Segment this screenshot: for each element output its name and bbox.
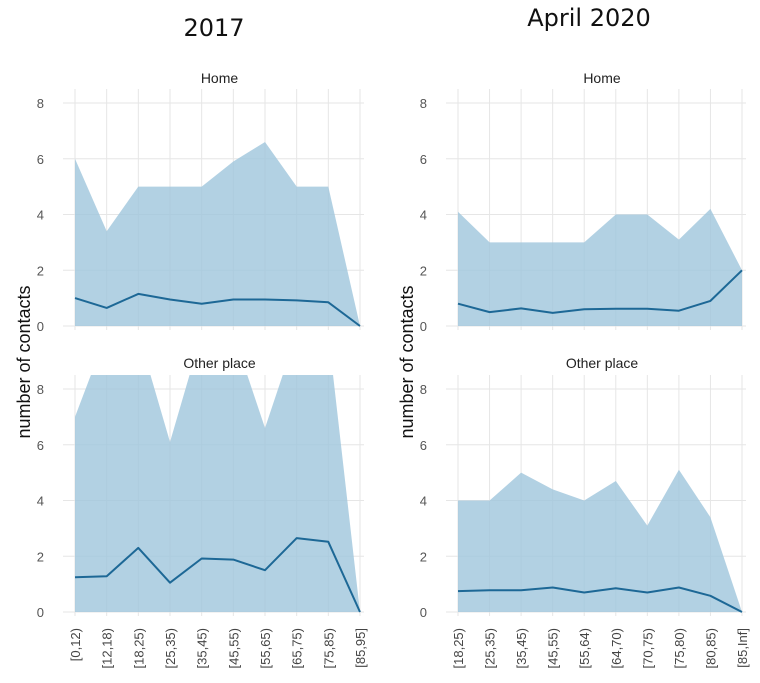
x-tick-label: [85,95] bbox=[353, 628, 368, 668]
y-tick-label: 4 bbox=[37, 494, 44, 509]
band-area bbox=[75, 375, 360, 612]
y-tick-label: 2 bbox=[37, 263, 44, 278]
x-tick-label: [75,80) bbox=[672, 628, 687, 668]
y-tick-label: 8 bbox=[37, 382, 44, 397]
x-tick-label: [70,75) bbox=[640, 628, 655, 668]
y-tick-label: 6 bbox=[420, 438, 427, 453]
y-tick-label: 6 bbox=[37, 438, 44, 453]
series-line bbox=[74, 537, 361, 613]
x-tick-label: [75,85) bbox=[321, 628, 336, 668]
x-tick-label: [0,12) bbox=[68, 628, 83, 661]
x-tick-label: [35,45) bbox=[195, 628, 210, 668]
x-tick-label: [65,75) bbox=[290, 628, 305, 668]
x-tick-label: [80,85) bbox=[703, 628, 718, 668]
x-tick-label: [35,45) bbox=[514, 628, 529, 668]
y-tick-label: 8 bbox=[420, 382, 427, 397]
series-line bbox=[457, 586, 743, 613]
column-title-2017: 2017 bbox=[183, 14, 244, 42]
band-area bbox=[458, 208, 742, 326]
y-tick-label: 8 bbox=[420, 96, 427, 111]
y-tick-label: 2 bbox=[37, 549, 44, 564]
panel-2020-other-place: 0 2 4 6 8 Other place [18,25) [25,35) [35,45) [45… bbox=[420, 355, 750, 668]
panel-title: Home bbox=[201, 70, 239, 86]
band-area bbox=[75, 142, 360, 326]
column-title-april-2020: April 2020 bbox=[527, 4, 651, 32]
y-tick-label: 0 bbox=[37, 605, 44, 620]
x-tick-label: [45,55) bbox=[546, 628, 561, 668]
x-tick-label: [85,Inf] bbox=[735, 628, 750, 668]
panel-2020-home: 0 2 4 6 8 Home bbox=[420, 70, 746, 334]
series-line bbox=[457, 269, 743, 314]
y-axis-label-right: number of contacts bbox=[397, 285, 417, 438]
x-tick-label: [45,55) bbox=[226, 628, 241, 668]
x-tick-label: [64,70) bbox=[609, 628, 624, 668]
x-tick-label: [18,25) bbox=[451, 628, 466, 668]
y-tick-label: 0 bbox=[420, 605, 427, 620]
x-tick-label: [18,25) bbox=[131, 628, 146, 668]
band-area bbox=[458, 469, 742, 612]
y-tick-label: 2 bbox=[420, 549, 427, 564]
y-tick-label: 0 bbox=[37, 319, 44, 334]
x-tick-label: [25,35) bbox=[483, 628, 498, 668]
x-tick-label: [12,18) bbox=[100, 628, 115, 668]
y-axis-label-left: number of contacts bbox=[14, 285, 34, 438]
y-tick-label: 6 bbox=[420, 152, 427, 167]
y-tick-label: 0 bbox=[420, 319, 427, 334]
panel-title: Other place bbox=[566, 355, 639, 371]
panel-title: Other place bbox=[183, 355, 256, 371]
x-tick-label: [55,65) bbox=[258, 628, 273, 668]
panel-2017-home: 0 2 4 6 8 Home bbox=[37, 70, 364, 334]
panel-title: Home bbox=[583, 70, 621, 86]
y-tick-label: 2 bbox=[420, 263, 427, 278]
y-tick-label: 4 bbox=[37, 208, 44, 223]
y-tick-label: 6 bbox=[37, 152, 44, 167]
series-line bbox=[74, 292, 361, 327]
y-tick-label: 4 bbox=[420, 208, 427, 223]
panel-2017-other-place: 0 2 4 6 8 Other place [0,12) [12,18) [18,25) [25,… bbox=[37, 355, 368, 668]
y-tick-label: 4 bbox=[420, 494, 427, 509]
x-tick-label: [55,64) bbox=[577, 628, 592, 668]
y-tick-label: 8 bbox=[37, 96, 44, 111]
x-tick-label: [25,35) bbox=[163, 628, 178, 668]
